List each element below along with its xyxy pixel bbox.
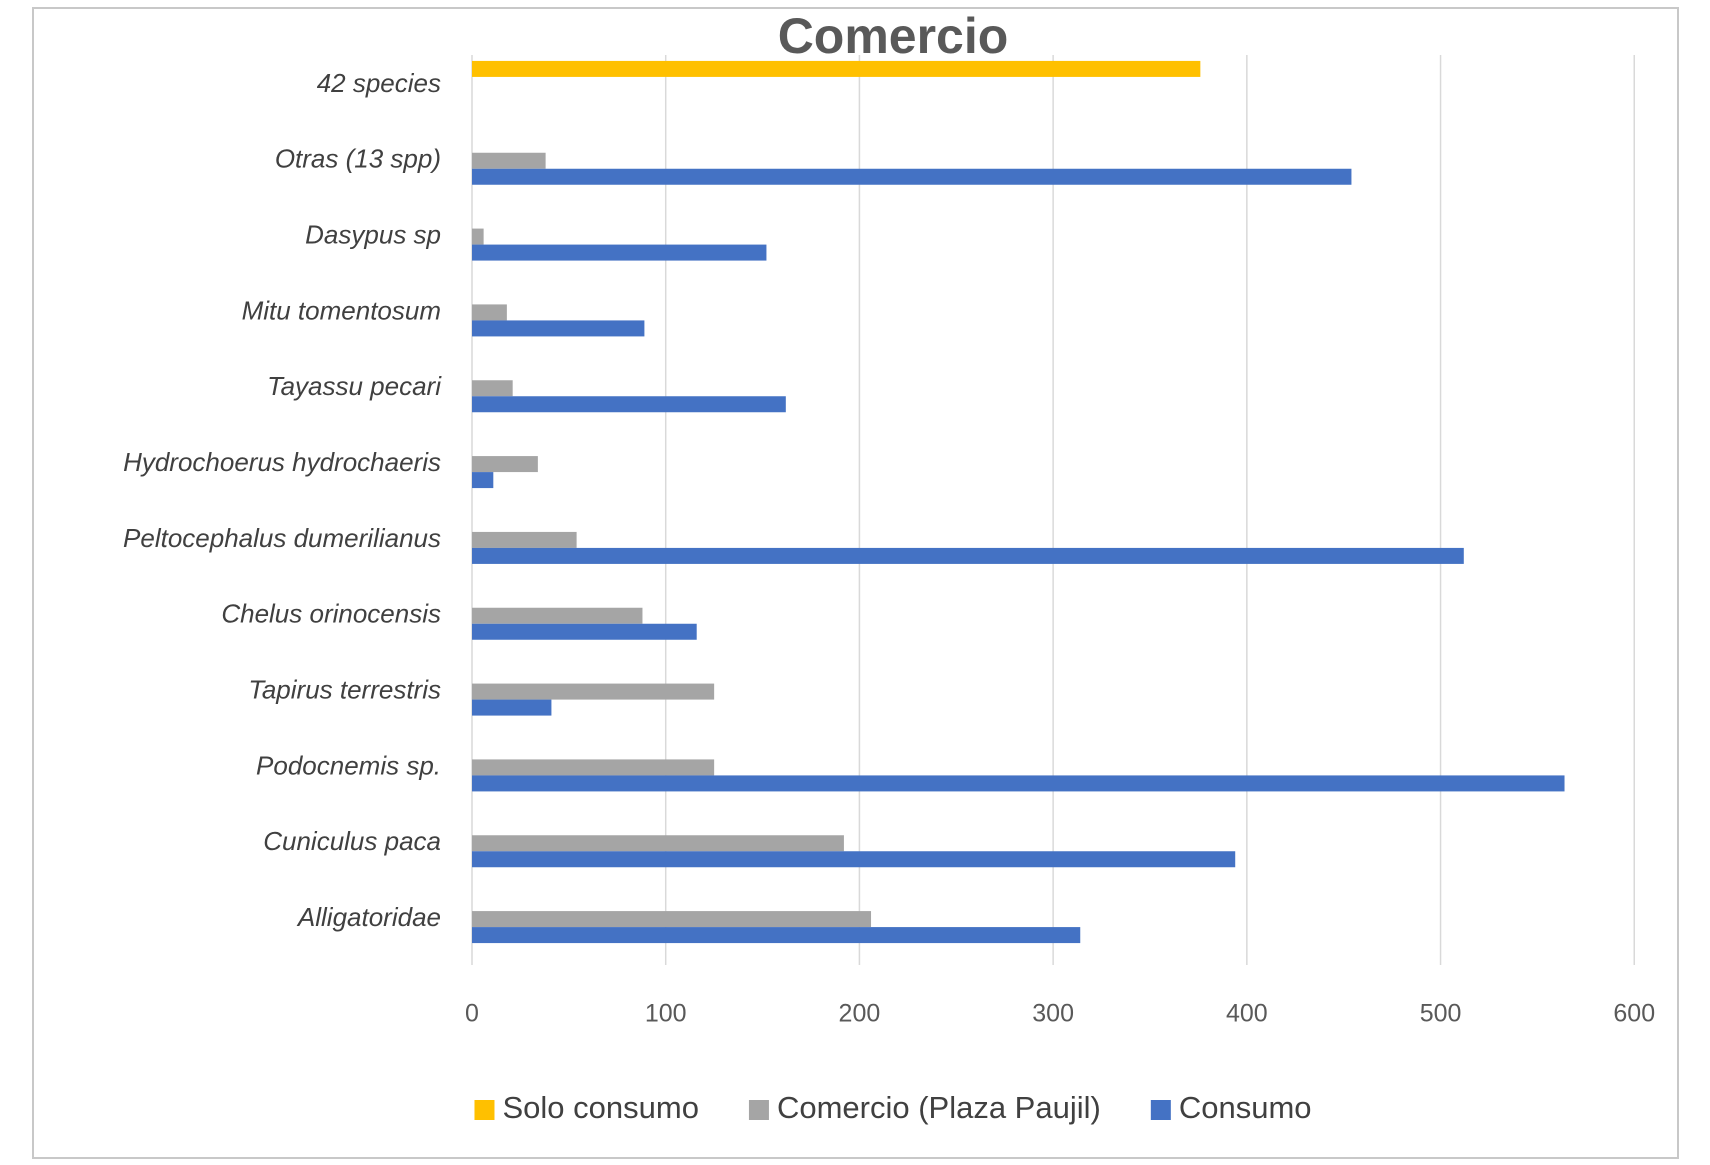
bar <box>472 244 767 261</box>
bar <box>472 547 1464 564</box>
bar <box>472 380 513 397</box>
bar <box>472 304 507 321</box>
bar <box>472 396 786 413</box>
bar <box>472 60 1201 77</box>
y-tick-label: Alligatoridae <box>296 902 441 932</box>
x-tick-label: 0 <box>465 1000 479 1028</box>
bar <box>472 911 872 928</box>
legend-swatch <box>1150 1100 1171 1120</box>
x-tick-label: 100 <box>645 1000 687 1028</box>
x-tick-label: 600 <box>1613 1000 1655 1028</box>
x-tick-label: 200 <box>839 1000 881 1028</box>
bar <box>472 835 844 852</box>
bar <box>472 228 484 245</box>
y-tick-label: Dasypus sp <box>305 219 441 249</box>
y-tick-label: 42 species <box>317 68 441 98</box>
bar <box>472 623 697 640</box>
bar <box>472 607 643 624</box>
bar <box>472 927 1081 944</box>
chart-border <box>32 7 1679 1159</box>
y-tick-label: Otras (13 spp) <box>275 144 441 174</box>
bar <box>472 152 546 169</box>
x-tick-label: 300 <box>1032 1000 1074 1028</box>
bar <box>472 683 715 700</box>
x-tick-label: 500 <box>1420 1000 1462 1028</box>
bar <box>472 699 552 716</box>
y-tick-label: Cuniculus paca <box>263 826 441 856</box>
bar <box>472 456 538 473</box>
y-tick-label: Chelus orinocensis <box>221 599 441 629</box>
y-tick-label: Mitu tomentosum <box>242 295 441 325</box>
x-tick-label: 400 <box>1226 1000 1268 1028</box>
bar <box>472 320 645 337</box>
legend-label: Consumo <box>1179 1090 1312 1125</box>
y-tick-label: Hydrochoerus hydrochaeris <box>123 447 441 477</box>
legend-label: Comercio (Plaza Paujil) <box>777 1090 1101 1125</box>
chart-title: Comercio <box>778 8 1009 64</box>
y-tick-label: Tapirus terrestris <box>248 674 441 704</box>
bar <box>472 531 577 548</box>
y-tick-label: Podocnemis sp. <box>256 750 441 780</box>
legend-label: Solo consumo <box>502 1090 698 1125</box>
bar <box>472 472 494 489</box>
bar <box>472 168 1352 185</box>
bar <box>472 759 715 776</box>
legend-swatch <box>748 1100 769 1120</box>
bar <box>472 851 1236 868</box>
y-tick-label: Tayassu pecari <box>267 371 442 401</box>
legend-swatch <box>474 1100 495 1120</box>
y-tick-label: Peltocephalus dumerilianus <box>123 523 441 553</box>
bar <box>472 775 1565 792</box>
